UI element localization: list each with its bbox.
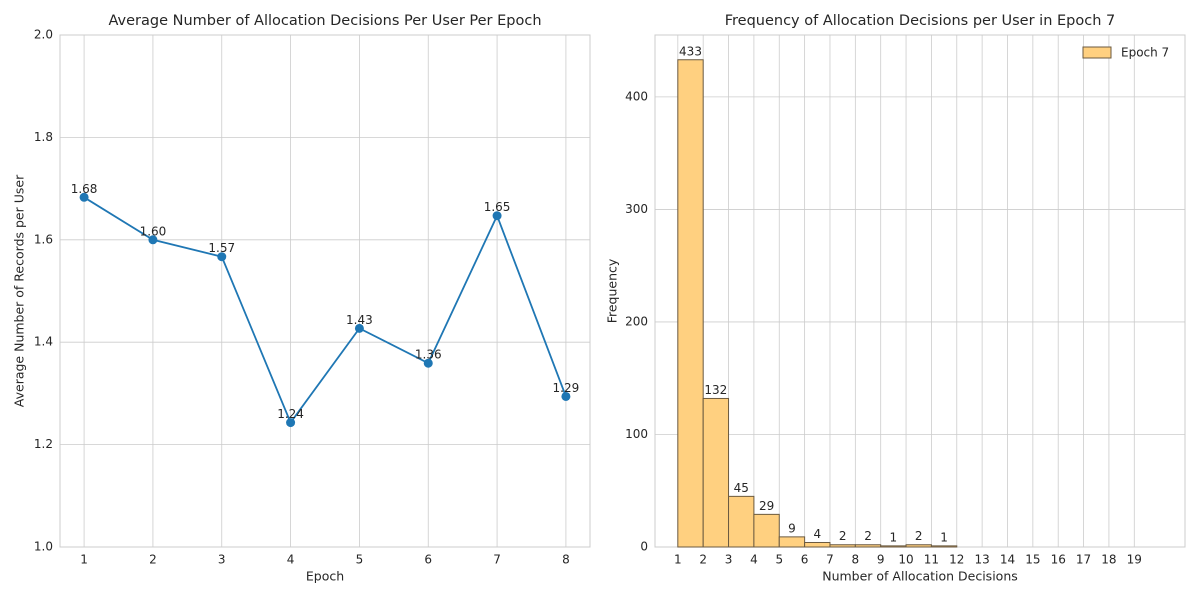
- x-tick-label: 10: [898, 553, 913, 567]
- data-label: 1.68: [71, 182, 98, 196]
- legend-swatch: [1082, 46, 1112, 59]
- y-tick-label: 1.0: [34, 540, 53, 554]
- data-label: 433: [679, 44, 702, 58]
- marker: [492, 211, 502, 221]
- x-tick-label: 7: [493, 553, 501, 567]
- data-label: 9: [788, 521, 796, 535]
- x-tick-label: 3: [725, 553, 733, 567]
- data-label: 1.29: [553, 381, 580, 395]
- data-label: 2: [839, 529, 847, 543]
- x-tick-label: 1: [674, 553, 682, 567]
- line: [83, 196, 567, 425]
- x-tick-label: 15: [1025, 553, 1040, 567]
- bar: [880, 545, 907, 548]
- data-label: 1.36: [415, 348, 442, 362]
- y-axis-label: Average Number of Records per User: [12, 174, 27, 407]
- x-tick-label: 8: [562, 553, 570, 567]
- x-axis-label: Epoch: [306, 569, 344, 584]
- data-label: 4: [813, 527, 821, 541]
- marker: [148, 235, 158, 245]
- chart-title: Average Number of Allocation Decisions P…: [108, 13, 541, 29]
- data-label: 1.57: [208, 241, 235, 255]
- data-label: 29: [759, 499, 774, 513]
- x-tick-label: 12: [949, 553, 964, 567]
- plot-frame: [654, 34, 1186, 548]
- data-label: 2: [915, 529, 923, 543]
- data-label: 1: [890, 530, 898, 544]
- y-tick-label: 1.4: [34, 335, 53, 349]
- y-tick-label: 200: [625, 314, 648, 328]
- marker: [217, 252, 227, 262]
- x-axis-label: Number of Allocation Decisions: [822, 569, 1018, 584]
- bar: [930, 545, 958, 548]
- bar: [677, 59, 704, 548]
- y-tick-label: 1.2: [34, 437, 53, 451]
- y-tick-label: 2.0: [34, 28, 53, 42]
- x-tick-label: 2: [149, 553, 157, 567]
- chart-title: Frequency of Allocation Decisions per Us…: [725, 13, 1116, 29]
- legend-label: Epoch 7: [1121, 46, 1169, 60]
- x-tick-label: 9: [877, 553, 885, 567]
- data-label: 1.65: [484, 200, 511, 214]
- x-tick-label: 3: [218, 553, 226, 567]
- x-tick-label: 6: [424, 553, 432, 567]
- marker: [561, 391, 571, 401]
- bar: [778, 536, 806, 548]
- x-tick-label: 5: [775, 553, 783, 567]
- bar: [854, 544, 882, 548]
- bar: [728, 495, 755, 548]
- y-tick-label: 1.6: [34, 232, 53, 246]
- x-tick-label: 17: [1076, 553, 1091, 567]
- data-label: 45: [734, 481, 749, 495]
- data-label: 1.24: [277, 407, 304, 421]
- y-tick-label: 400: [625, 89, 648, 103]
- plot-frame: [59, 34, 591, 548]
- x-tick-label: 4: [750, 553, 758, 567]
- data-label: 1.60: [140, 224, 167, 238]
- x-tick-label: 11: [924, 553, 939, 567]
- x-tick-label: 1: [80, 553, 88, 567]
- marker: [354, 323, 364, 333]
- x-tick-label: 4: [287, 553, 295, 567]
- marker: [79, 192, 89, 202]
- data-label: 1.43: [346, 313, 373, 327]
- x-tick-label: 7: [826, 553, 834, 567]
- x-tick-label: 13: [974, 553, 989, 567]
- y-tick-label: 0: [640, 540, 648, 554]
- x-tick-label: 6: [801, 553, 809, 567]
- x-tick-label: 2: [699, 553, 707, 567]
- y-tick-label: 100: [625, 427, 648, 441]
- marker: [286, 418, 296, 428]
- x-tick-label: 19: [1127, 553, 1142, 567]
- x-tick-label: 5: [356, 553, 364, 567]
- bar: [804, 541, 831, 548]
- x-tick-label: 8: [852, 553, 860, 567]
- bar: [829, 544, 856, 548]
- y-tick-label: 300: [625, 202, 648, 216]
- x-tick-label: 18: [1101, 553, 1116, 567]
- marker: [423, 358, 433, 368]
- x-tick-label: 14: [1000, 553, 1015, 567]
- bar: [905, 544, 932, 548]
- data-label: 1: [940, 530, 948, 544]
- data-label: 2: [864, 529, 872, 543]
- y-tick-label: 1.8: [34, 130, 53, 144]
- bar: [753, 513, 780, 548]
- y-axis-label: Frequency: [605, 258, 620, 323]
- data-label: 132: [704, 383, 727, 397]
- bar: [702, 397, 730, 548]
- x-tick-label: 16: [1051, 553, 1066, 567]
